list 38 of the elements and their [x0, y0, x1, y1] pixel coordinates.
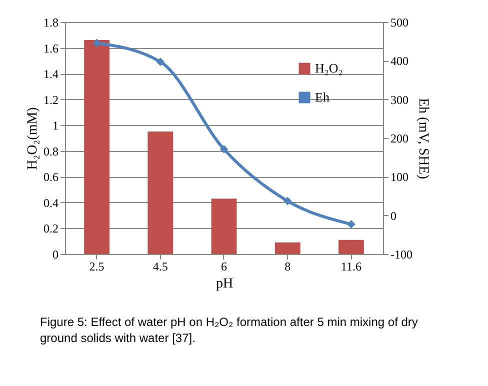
- bar: [84, 40, 110, 254]
- x-tick-label: 8: [284, 260, 291, 274]
- bar: [338, 240, 364, 254]
- bar: [211, 198, 237, 254]
- y2-tick-label: 300: [390, 92, 408, 107]
- y-tick-label: 0.8: [44, 144, 58, 158]
- point: [156, 58, 165, 66]
- y2-tick-label: 500: [390, 16, 408, 30]
- y-tick-label: 1.4: [44, 67, 58, 82]
- y-tick-label: 0.2: [44, 222, 58, 236]
- x-axis-title: pH: [216, 276, 234, 292]
- y-tick-label: 0: [52, 248, 58, 262]
- x-tick-label: 2.5: [89, 260, 104, 274]
- bar: [274, 242, 300, 254]
- legend-label: Eh: [315, 90, 330, 104]
- caption: Figure 5: Effect of water pH on H₂O₂ formation after 5 min mixing of dry ground solids with water [37].: [40, 315, 419, 346]
- point: [220, 145, 228, 154]
- x-tick-label: 11.6: [340, 260, 362, 274]
- y2-axis-title: Eh (mV, SHE): [415, 98, 430, 180]
- y-tick-label: 0.6: [44, 170, 58, 184]
- y-tick-label: 1: [52, 118, 58, 133]
- legend-label: H₂O₂: [315, 60, 343, 76]
- y-tick-label: 1.6: [44, 41, 58, 56]
- x-tick-label: 6: [221, 260, 227, 274]
- point: [347, 220, 356, 228]
- y-tick-label: 0.4: [44, 196, 58, 210]
- y-axis-title: H₂O₂(mM): [26, 106, 40, 170]
- y-tick-label: 1.8: [44, 16, 58, 30]
- y2-tick-label: 0: [390, 208, 396, 223]
- point: [283, 196, 292, 206]
- y2-tick-label: 100: [390, 170, 408, 184]
- x-tick-label: 4.5: [152, 260, 168, 274]
- y2-tick-label: 200: [390, 132, 408, 146]
- y-tick-label: 1.2: [44, 92, 58, 107]
- point: [92, 38, 101, 48]
- y2-tick-label: -100: [390, 248, 412, 262]
- y2-tick-label: 400: [390, 54, 408, 68]
- bar: [148, 132, 174, 254]
